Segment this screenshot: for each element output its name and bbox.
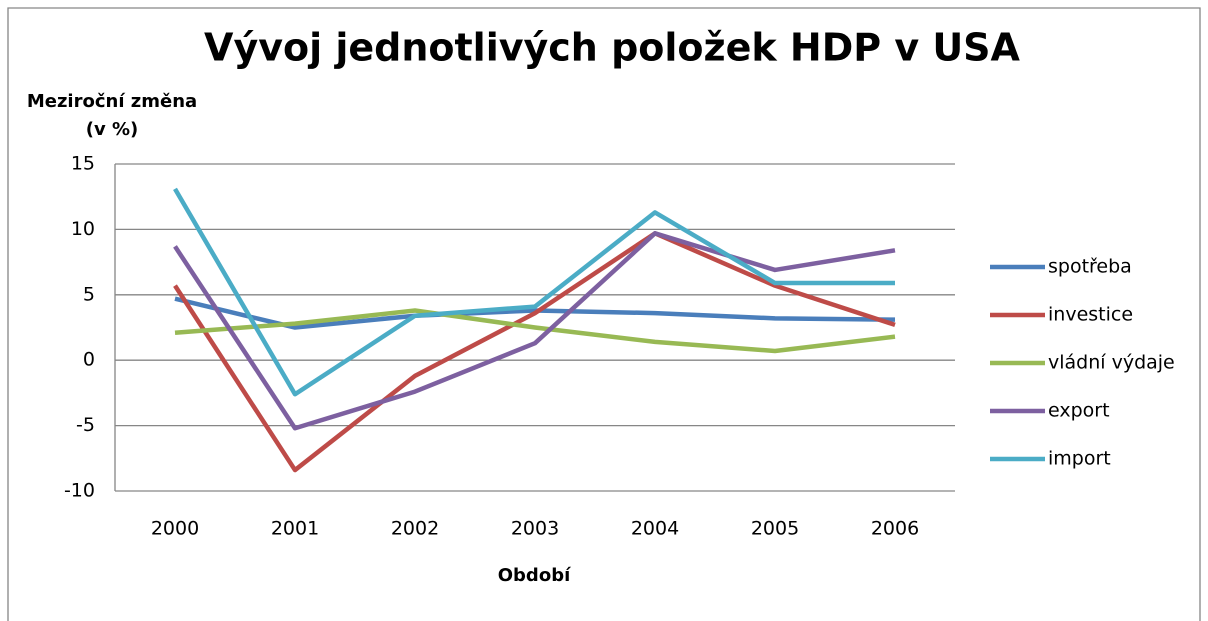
y-tick-label: 5 [83,283,95,305]
x-tick-label: 2005 [751,518,799,540]
series-line [173,231,896,473]
y-axis-label: (v %) [86,119,139,140]
y-tick-label: 15 [71,153,95,175]
y-axis-label: Meziroční změna [27,91,197,112]
legend-label: spotřeba [1048,256,1132,278]
y-tick-label: -10 [64,480,95,502]
legend-label: import [1048,448,1111,470]
x-axis-label: Období [498,565,571,586]
chart-border [7,7,1201,621]
y-tick-label: 10 [71,218,95,240]
y-tick-label: 0 [83,349,95,371]
x-tick-label: 2004 [631,518,679,540]
chart-title: Vývoj jednotlivých položek HDP v USA [204,26,1021,70]
x-tick-label: 2002 [391,518,439,540]
series-line [173,231,896,431]
series-line [174,308,896,354]
x-tick-label: 2000 [151,518,199,540]
x-tick-label: 2006 [871,518,919,540]
legend-label: vládní výdaje [1048,352,1175,374]
legend-label: investice [1048,304,1133,326]
y-tick-label: -5 [76,414,95,436]
x-tick-label: 2003 [511,518,559,540]
x-tick-label: 2001 [271,518,319,540]
series-line [173,187,895,397]
legend-label: export [1048,400,1110,422]
